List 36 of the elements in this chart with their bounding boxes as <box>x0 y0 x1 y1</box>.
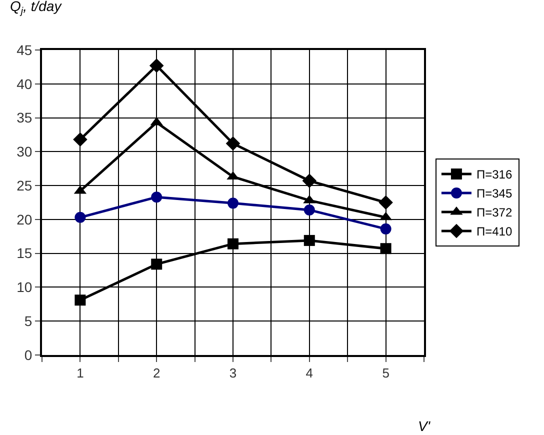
point <box>73 132 88 147</box>
point <box>151 258 162 270</box>
x-axis-title: V' <box>418 418 432 434</box>
point <box>149 58 164 73</box>
y-tick-label: 5 <box>24 313 32 330</box>
y-tick-label: 25 <box>16 177 32 194</box>
y-tick-label: 0 <box>24 346 32 363</box>
legend-label: Π=316 <box>476 168 512 182</box>
x-tick-label: 4 <box>306 366 314 381</box>
y-tick-label: 40 <box>16 76 32 92</box>
y-tick-label: 20 <box>16 211 32 228</box>
point <box>74 294 86 306</box>
point <box>380 243 392 254</box>
y-axis-title: Q$_{j}$, t/day <box>10 0 62 17</box>
point <box>226 136 240 151</box>
x-tick-label: 5 <box>382 366 390 381</box>
point <box>378 195 393 210</box>
y-tick-label: 45 <box>16 42 32 58</box>
legend-label: Π=372 <box>476 206 512 220</box>
point <box>228 198 238 209</box>
legend-label: Π=345 <box>476 186 512 201</box>
y-tick-label: 10 <box>16 279 32 296</box>
point <box>228 238 238 250</box>
point <box>151 192 162 203</box>
x-tick-label: 1 <box>76 366 84 381</box>
point <box>74 212 86 223</box>
legend-label: Π=410 <box>476 224 512 239</box>
point <box>304 234 315 246</box>
x-tick-label: 2 <box>152 366 160 381</box>
y-tick-label: 35 <box>16 110 32 126</box>
x-tick-label: 3 <box>229 366 237 381</box>
y-tick-label: 30 <box>16 144 32 160</box>
point <box>380 223 392 234</box>
y-tick-label: 15 <box>16 245 32 262</box>
point <box>304 204 315 216</box>
point <box>302 174 317 188</box>
